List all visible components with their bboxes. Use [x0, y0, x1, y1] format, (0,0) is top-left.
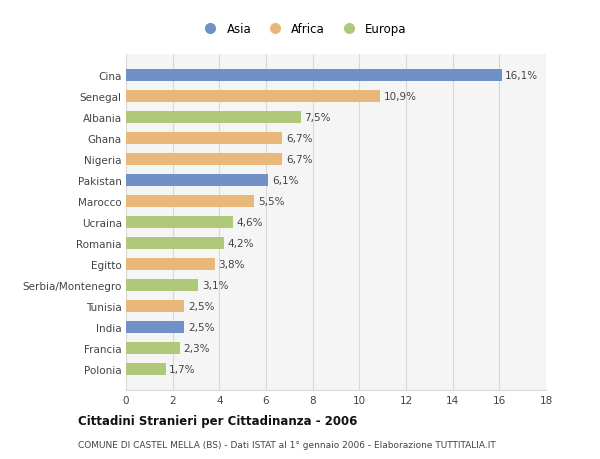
Bar: [126, 322, 184, 333]
Text: 2,5%: 2,5%: [188, 322, 214, 332]
Text: 5,5%: 5,5%: [258, 197, 284, 207]
Bar: [126, 342, 179, 354]
Text: Cittadini Stranieri per Cittadinanza - 2006: Cittadini Stranieri per Cittadinanza - 2…: [78, 414, 358, 428]
Bar: [126, 175, 268, 186]
Text: 3,1%: 3,1%: [202, 280, 229, 291]
Text: 10,9%: 10,9%: [384, 92, 417, 102]
Bar: [126, 112, 301, 123]
Bar: [126, 364, 166, 375]
Text: 4,6%: 4,6%: [237, 218, 263, 228]
Bar: [126, 196, 254, 207]
Bar: [126, 70, 502, 82]
Text: 16,1%: 16,1%: [505, 71, 538, 81]
Text: 6,7%: 6,7%: [286, 155, 313, 165]
Bar: [126, 133, 283, 145]
Text: 3,8%: 3,8%: [218, 259, 245, 269]
Text: 2,5%: 2,5%: [188, 302, 214, 311]
Bar: [126, 259, 215, 270]
Text: 6,7%: 6,7%: [286, 134, 313, 144]
Bar: [126, 91, 380, 103]
Text: 2,3%: 2,3%: [183, 343, 209, 353]
Bar: [126, 154, 283, 166]
Bar: [126, 301, 184, 312]
Text: COMUNE DI CASTEL MELLA (BS) - Dati ISTAT al 1° gennaio 2006 - Elaborazione TUTTI: COMUNE DI CASTEL MELLA (BS) - Dati ISTAT…: [78, 441, 496, 449]
Text: 4,2%: 4,2%: [227, 239, 254, 248]
Text: 6,1%: 6,1%: [272, 176, 298, 186]
Text: 7,5%: 7,5%: [305, 113, 331, 123]
Legend: Asia, Africa, Europa: Asia, Africa, Europa: [196, 21, 409, 39]
Bar: [126, 280, 199, 291]
Bar: [126, 238, 224, 249]
Text: 1,7%: 1,7%: [169, 364, 196, 374]
Bar: [126, 217, 233, 229]
